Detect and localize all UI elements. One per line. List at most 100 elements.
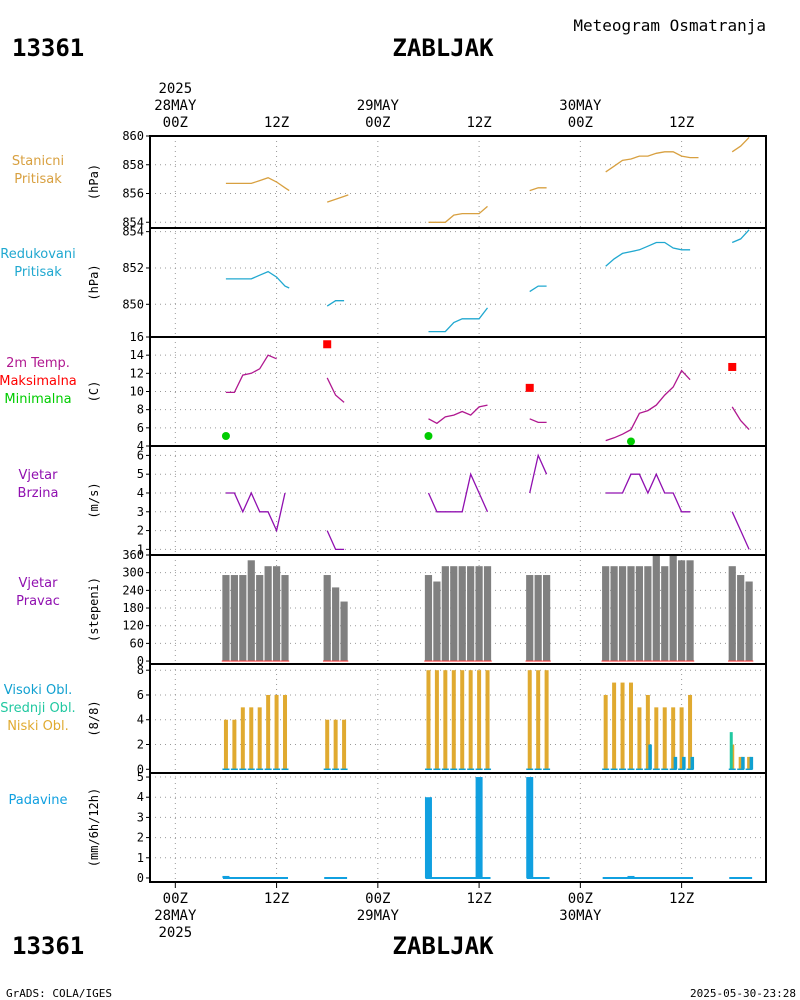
variable-label: Visoki Obl. <box>4 683 72 698</box>
precip-bar <box>222 875 230 878</box>
series-line-segment <box>605 369 691 442</box>
wind-direction-bar <box>678 560 686 662</box>
cloud-low-bar <box>645 694 650 770</box>
panel-reduced_pressure: 850 852 854 (hPa) Redukovani Pritisak <box>0 225 767 338</box>
cloud-low-bar <box>637 707 642 770</box>
unit-label: (hPa) <box>87 264 101 300</box>
y-tick-label: 5 <box>137 770 144 784</box>
cloud-low-bar <box>544 670 549 770</box>
wind-direction-bar <box>264 566 272 662</box>
panel-station_pressure: 854 856 858 860 (hPa) Stanicni Pritisak <box>12 129 767 229</box>
series-line-segment <box>529 285 547 293</box>
wind-direction-bar <box>441 566 449 662</box>
y-tick-label: 240 <box>122 583 144 597</box>
top-tick-label: 12Z <box>466 115 491 131</box>
panel-frame <box>149 445 767 556</box>
cloud-low-bar <box>223 719 228 770</box>
tmin-marker <box>424 432 433 441</box>
wind-direction-bar <box>433 581 441 662</box>
wind-direction-bar <box>737 575 745 662</box>
cloud-low-bar <box>443 670 448 770</box>
top-date-label: 29MAY <box>357 98 400 114</box>
series-line-segment <box>605 472 691 513</box>
variable-label: Maksimalna <box>0 374 77 389</box>
wind-direction-bar <box>256 575 264 662</box>
cloud-low-bar <box>468 670 473 770</box>
y-tick-label: 854 <box>122 215 144 229</box>
y-tick-label: 14 <box>130 348 144 362</box>
wind-direction-bar <box>728 566 736 662</box>
panels: 854856858860(hPa)StanicniPritisak8508528… <box>0 129 767 885</box>
y-tick-label: 120 <box>122 619 144 633</box>
station-id-bottom: 13361 <box>12 932 84 960</box>
y-tick-label: 6 <box>137 421 144 435</box>
y-tick-label: 3 <box>137 810 144 824</box>
top-tick-label: 00Z <box>163 115 188 131</box>
series-line-segment <box>529 187 547 192</box>
series-line-segment <box>731 136 750 153</box>
series-line-segment <box>326 194 349 203</box>
cloud-low-bar <box>738 756 743 770</box>
variable-label: Pritisak <box>14 172 62 187</box>
variable-label: Brzina <box>18 486 59 501</box>
panel-frame <box>149 336 767 447</box>
series-line-segment <box>225 270 290 289</box>
y-tick-label: 8 <box>137 403 144 417</box>
unit-label: (C) <box>87 381 101 403</box>
wind-direction-bar <box>424 575 433 662</box>
cloud-low-bar <box>232 719 237 770</box>
cloud-high-bar <box>690 756 695 770</box>
wind-direction-bar <box>458 566 466 662</box>
series-line-segment <box>225 491 286 533</box>
tmin-marker <box>221 432 230 441</box>
y-tick-label: 5 <box>137 467 144 481</box>
bottom-tick-label: 12Z <box>466 891 491 907</box>
cloud-low-bar <box>342 719 347 770</box>
variable-label: Vjetar <box>19 468 59 483</box>
cloud-low-bar <box>249 707 254 770</box>
wind-direction-bar <box>239 575 247 662</box>
top-time-axis: 00Z 12Z 00Z 12Z 00Z 12Z 28MAY 29MAY 30MAY 2025 <box>154 81 694 131</box>
wind-direction-bar <box>644 566 652 662</box>
wind-direction-bar <box>450 566 458 662</box>
y-tick-label: 180 <box>122 601 144 615</box>
top-date-label: 30MAY <box>559 98 602 114</box>
bottom-date-label: 29MAY <box>357 908 400 924</box>
cloud-high-bar <box>673 756 678 770</box>
y-tick-label: 852 <box>122 261 144 275</box>
y-tick-label: 300 <box>122 566 144 580</box>
cloud-low-bar <box>460 670 465 770</box>
precip-bar <box>475 777 483 878</box>
y-tick-label: 858 <box>122 158 144 172</box>
panel-wind_speed: 1 2 3 4 5 6 (m/s) Vjetar Brzina <box>18 445 767 556</box>
cloud-low-bar <box>620 682 625 770</box>
series-line-segment <box>529 418 547 424</box>
y-tick-label: 2 <box>137 831 144 845</box>
variable-label: Vjetar <box>19 576 59 591</box>
wind-direction-bar <box>534 575 542 662</box>
y-tick-label: 3 <box>137 505 144 519</box>
wind-direction-bar <box>483 566 492 662</box>
wind-direction-bar <box>652 554 660 662</box>
cloud-low-bar <box>628 682 633 770</box>
y-tick-label: 12 <box>130 366 144 380</box>
cloud-low-bar <box>283 694 288 770</box>
wind-direction-bar <box>745 581 753 662</box>
wind-direction-bar <box>610 566 618 662</box>
cloud-low-bar <box>662 707 667 770</box>
y-tick-label: 0 <box>137 871 144 885</box>
top-tick-label: 12Z <box>669 115 694 131</box>
y-tick-label: 1 <box>137 542 144 556</box>
variable-label: Pravac <box>16 594 60 609</box>
y-tick-label: 0 <box>137 762 144 776</box>
cloud-low-bar <box>274 694 279 770</box>
wind-direction-bar <box>281 575 289 662</box>
wind-direction-bar <box>618 566 627 662</box>
panel-wind_direction: 0 60 120 180 240 300 360 (stepeni) Vjetar Pravac <box>16 548 767 668</box>
series-line-segment <box>326 300 345 307</box>
cloud-low-bar <box>536 670 541 770</box>
series-line-segment <box>326 377 345 403</box>
wind-direction-bar <box>332 587 340 662</box>
cloud-low-bar <box>527 670 532 770</box>
